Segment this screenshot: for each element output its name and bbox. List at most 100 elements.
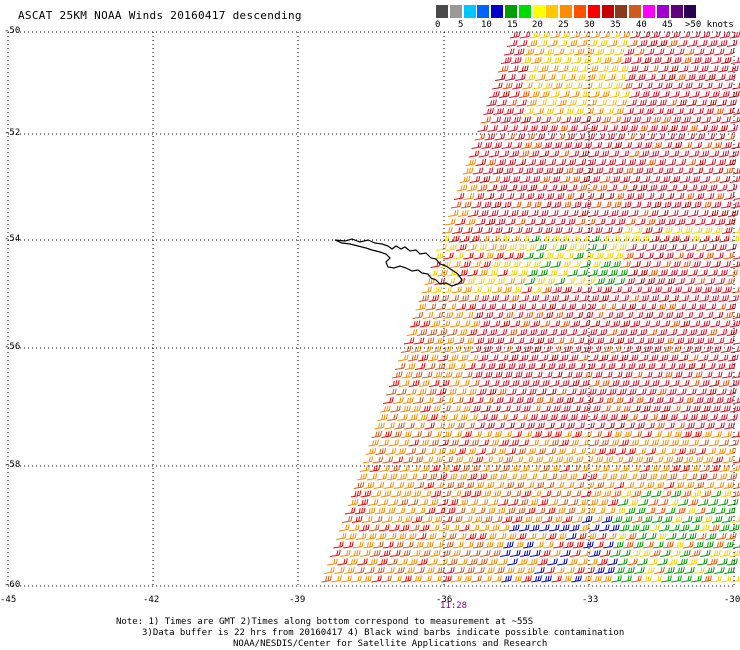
wind-barb (618, 65, 629, 73)
wind-barb (610, 116, 621, 124)
wind-barb (556, 99, 567, 107)
wind-barb (658, 439, 669, 447)
wind-barb (638, 65, 649, 73)
wind-barb (525, 218, 536, 226)
wind-barb (510, 116, 521, 124)
wind-barb (676, 388, 687, 396)
wind-barb (444, 422, 455, 430)
wind-barb (512, 311, 524, 319)
wind-barb (363, 481, 375, 489)
wind-barb (592, 371, 603, 379)
wind-barb (706, 39, 718, 47)
wind-barb (389, 379, 400, 387)
wind-barb (360, 490, 372, 498)
wind-barb (437, 498, 449, 506)
wind-barb (427, 558, 438, 566)
wind-barb (613, 48, 625, 56)
wind-barb (462, 167, 474, 175)
wind-barb (560, 201, 572, 209)
wind-barb (664, 507, 676, 515)
wind-barb (711, 56, 722, 64)
wind-barb (703, 481, 715, 489)
wind-barb (442, 226, 453, 234)
wind-barb (523, 252, 534, 260)
wind-barb (699, 379, 710, 387)
wind-barb (725, 73, 736, 81)
wind-barb (384, 507, 396, 515)
wind-barb (390, 490, 402, 498)
wind-barb (526, 184, 538, 192)
wind-barb (675, 303, 687, 311)
wind-barb (520, 201, 532, 209)
wind-barb (512, 82, 523, 90)
colorbar-swatch (684, 5, 697, 18)
wind-barb (607, 558, 618, 566)
wind-barb (576, 184, 588, 192)
wind-barb (553, 396, 564, 404)
wind-barb (389, 464, 401, 472)
wind-barb (567, 354, 579, 362)
wind-barb (623, 337, 635, 345)
wind-barb (603, 48, 615, 56)
wind-barb (548, 209, 559, 217)
colorbar-swatch (615, 5, 628, 18)
wind-barb (505, 158, 517, 166)
wind-barb (672, 82, 683, 90)
wind-barb (587, 413, 598, 421)
wind-barb (552, 311, 564, 319)
wind-barb (558, 209, 569, 217)
wind-barb (683, 481, 695, 489)
wind-barb (525, 447, 537, 455)
wind-barb (519, 464, 531, 472)
wind-barb (600, 549, 611, 557)
wind-barb (690, 345, 702, 353)
wind-barb (483, 481, 495, 489)
wind-barb (339, 524, 350, 532)
wind-barb (532, 311, 544, 319)
wind-barb (578, 439, 589, 447)
wind-barb (620, 490, 632, 498)
wind-barb (475, 218, 486, 226)
wind-barb (593, 107, 604, 115)
wind-barb (429, 379, 440, 387)
wind-barb (418, 439, 429, 447)
wind-barb (674, 362, 686, 370)
wind-barb (578, 150, 590, 158)
wind-barb (507, 269, 518, 277)
wind-barb (688, 209, 699, 217)
wind-barb (489, 175, 501, 183)
wind-barb (637, 558, 648, 566)
wind-barb (505, 447, 517, 455)
wind-barb (681, 141, 693, 149)
wind-barb (524, 422, 535, 430)
wind-barb (467, 269, 478, 277)
wind-barb (659, 524, 670, 532)
wind-barb (679, 320, 691, 328)
wind-barb (459, 320, 471, 328)
wind-barb (381, 430, 392, 438)
wind-barb (505, 303, 517, 311)
wind-barb (691, 286, 702, 294)
wind-barb (726, 184, 738, 192)
wind-barb (698, 294, 710, 302)
wind-barb (510, 405, 521, 413)
wind-barb (586, 99, 597, 107)
wind-barb (648, 439, 659, 447)
wind-barb (566, 184, 578, 192)
wind-barb (597, 124, 608, 132)
wind-barb (670, 490, 682, 498)
wind-barb (394, 362, 406, 370)
wind-barb (604, 362, 616, 370)
wind-barb (534, 362, 546, 370)
wind-barb (583, 396, 594, 404)
wind-barb (639, 524, 650, 532)
wind-barb (498, 439, 509, 447)
wind-barb (403, 541, 414, 549)
colorbar-label-40: 40 (636, 20, 647, 30)
wind-barb (709, 90, 720, 98)
wind-barb (423, 541, 434, 549)
wind-barb (495, 218, 506, 226)
wind-barb (429, 320, 441, 328)
wind-barb (717, 354, 729, 362)
wind-barb (731, 431, 740, 438)
